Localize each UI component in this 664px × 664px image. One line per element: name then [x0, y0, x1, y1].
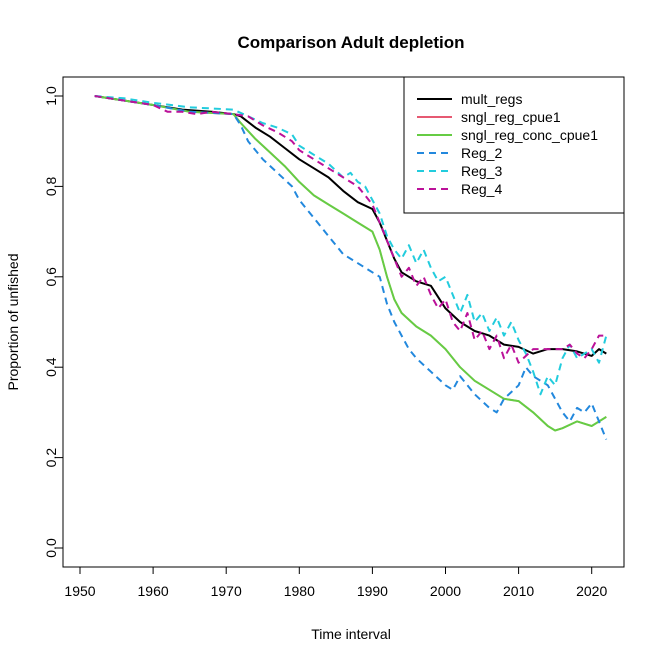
legend-label: sngl_reg_conc_cpue1 [461, 127, 598, 143]
x-tick-label: 2010 [503, 583, 534, 599]
legend-label: Reg_2 [461, 145, 502, 161]
y-axis-label: Proportion of unfished [5, 254, 21, 391]
y-axis: 0.0 0.2 0.4 0.6 0.8 1.0 [43, 86, 64, 558]
y-tick-label: 0.0 [43, 538, 59, 558]
x-axis-label: Time interval [311, 626, 391, 642]
legend-label: mult_regs [461, 91, 522, 107]
x-tick-label: 1970 [211, 583, 242, 599]
series-line-sngl-reg-conc-cpue1 [94, 95, 607, 432]
series-line-reg-2 [94, 95, 608, 440]
x-tick-label: 1980 [284, 583, 315, 599]
legend-label: sngl_reg_cpue1 [461, 109, 561, 125]
x-tick-label: 1990 [357, 583, 388, 599]
x-tick-label: 2020 [576, 583, 607, 599]
chart-title: Comparison Adult depletion [238, 33, 465, 52]
x-tick-label: 1950 [64, 583, 95, 599]
x-tick-label: 1960 [138, 583, 169, 599]
y-tick-label: 0.2 [43, 448, 59, 468]
y-tick-label: 1.0 [43, 86, 59, 106]
series-layer [94, 95, 608, 440]
x-tick-label: 2000 [430, 583, 461, 599]
legend: mult_regs sngl_reg_cpue1 sngl_reg_conc_cpu… [403, 76, 625, 214]
y-tick-label: 0.8 [43, 176, 59, 196]
legend-label: Reg_3 [461, 163, 502, 179]
legend-label: Reg_4 [461, 181, 502, 197]
y-tick-label: 0.4 [43, 357, 59, 377]
x-axis: 1950 1960 1970 1980 1990 2000 2010 2020 [64, 566, 607, 599]
y-tick-label: 0.6 [43, 267, 59, 287]
series-line-reg-4 [94, 95, 607, 364]
